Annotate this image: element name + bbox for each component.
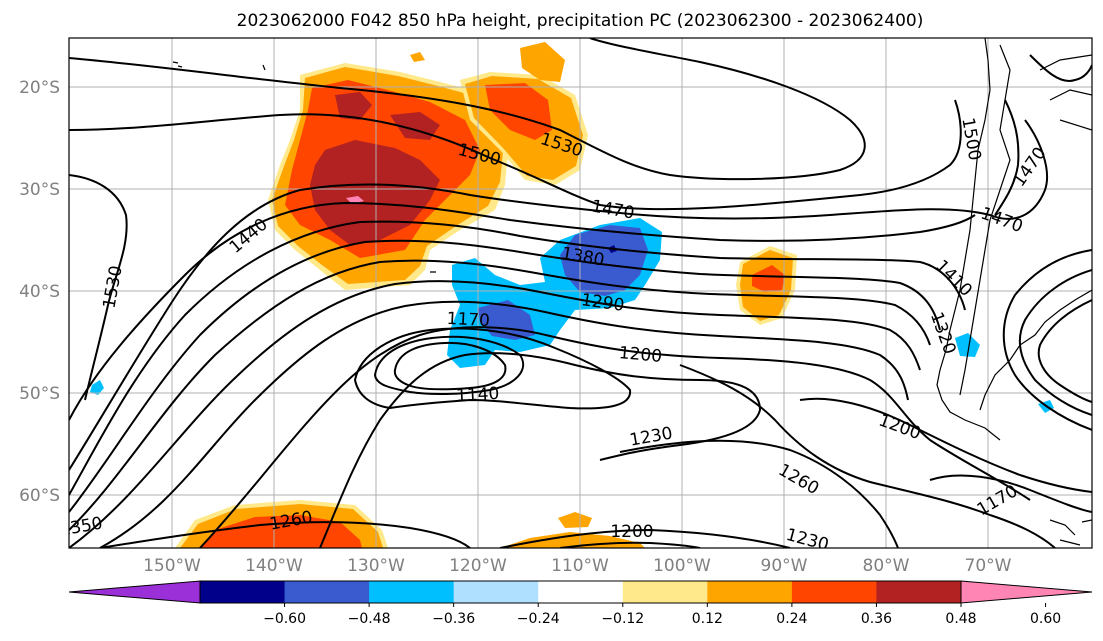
contour-andes-2 — [1029, 54, 1092, 82]
lat-label-50s: 50°S — [19, 384, 60, 404]
contour-1170-ring — [373, 335, 525, 396]
colorbar-segment — [284, 581, 370, 603]
precip-area-ne-top — [520, 42, 565, 82]
lon-label-100w: 100°W — [653, 556, 711, 576]
lon-label-150w: 150°W — [143, 556, 201, 576]
lon-label-140w: 140°W — [245, 556, 303, 576]
precip-area-blue-patagonia — [955, 333, 980, 357]
precip-shading — [90, 42, 1054, 548]
contour-1200-south — [799, 397, 1092, 493]
contour-1500 — [69, 99, 962, 211]
latitude-labels: 20°S 30°S 40°S 50°S 60°S — [19, 78, 60, 506]
precip-area-dark-red-north — [335, 92, 372, 120]
colorbar-segment — [200, 581, 286, 603]
precip-area-90w-red — [752, 265, 785, 292]
colorbar-tick-label: −0.12 — [601, 611, 644, 627]
colorbar-segment — [707, 581, 793, 603]
colorbar-frame — [199, 580, 962, 604]
precip-area-blue-west — [90, 380, 104, 395]
coastline-chile — [936, 38, 1001, 441]
colorbar-segment — [791, 581, 877, 603]
map-frame — [68, 37, 1093, 549]
colorbar-extend-high — [960, 580, 1093, 604]
longitude-labels: 150°W 140°W 130°W 120°W 110°W 100°W 90°W… — [143, 556, 1012, 576]
colorbar-tick-label: 0.36 — [861, 611, 892, 627]
colorbar-segment — [538, 581, 624, 603]
map-title: 2023062000 F042 850 hPa height, precipit… — [237, 11, 924, 31]
contour-1530-north — [69, 38, 866, 181]
precip-area-south-red — [200, 515, 362, 548]
colorbar-extend-low — [68, 580, 201, 604]
colorbar-tick-label: −0.24 — [517, 611, 560, 627]
colorbar-tick-label: 0.60 — [1030, 611, 1061, 627]
lon-label-80w: 80°W — [863, 556, 910, 576]
lon-label-110w: 110°W — [551, 556, 609, 576]
contour-label-1200-south: 1200 — [610, 522, 653, 542]
contour-1320 — [69, 280, 921, 548]
contour-1290 — [99, 300, 909, 548]
lat-label-30s: 30°S — [19, 180, 60, 200]
contour-1410 — [69, 220, 966, 496]
contour-1260-south — [99, 521, 471, 548]
contour-1170-south2 — [559, 541, 701, 548]
colorbar-tick-label: −0.60 — [263, 611, 306, 627]
lon-label-90w: 90°W — [761, 556, 808, 576]
lon-label-130w: 130°W — [347, 556, 405, 576]
border-north — [1039, 54, 1092, 131]
contour-1260-ring — [199, 326, 1031, 548]
contour-1440 — [69, 201, 976, 421]
contour-1200-east — [679, 364, 1056, 548]
colorbar-segment — [876, 581, 962, 603]
colorbar-tick-label: 0.48 — [945, 611, 976, 627]
colorbar-segment — [622, 581, 708, 603]
contour-label-1140: 1140 — [456, 384, 500, 406]
contour-atlantic-2 — [1018, 269, 1092, 416]
contour-1140-ring — [393, 341, 507, 391]
colorbar-tick-label: −0.36 — [432, 611, 475, 627]
precip-area-dark-red — [310, 140, 440, 245]
contour-label-1170: 1170 — [446, 309, 490, 331]
contour-label-1200: 1200 — [618, 343, 663, 367]
precip-area-medium-blue — [560, 225, 648, 296]
contour-1170-east — [929, 474, 1092, 513]
coastline-argentina-east — [979, 289, 1092, 411]
contour-1380 — [69, 239, 941, 513]
colorbar-segment — [369, 581, 455, 603]
contour-1200-south2 — [499, 528, 791, 548]
colorbar-tick-label: 0.24 — [776, 611, 807, 627]
contour-atlantic-1 — [1037, 299, 1092, 403]
contour-1470-andes — [994, 99, 1020, 216]
precip-area-small-orange — [410, 52, 425, 62]
coast-small-west — [172, 61, 436, 273]
contour-1350 — [69, 259, 931, 531]
contour-1470 — [69, 119, 1049, 471]
lat-label-60s: 60°S — [19, 486, 60, 506]
colorbar: −0.60 −0.48 −0.36 −0.24 −0.12 0.12 0.24 0.36 0.4… — [68, 580, 1093, 627]
lat-label-20s: 20°S — [19, 78, 60, 98]
lon-label-70w: 70°W — [965, 556, 1012, 576]
coast-islands-south — [1049, 519, 1092, 546]
contour-1200-ring — [353, 327, 632, 410]
precip-area-ne-red — [485, 83, 552, 140]
contour-1530-west — [69, 174, 128, 401]
colorbar-tick-label: 0.12 — [692, 611, 723, 627]
precip-area-pink — [346, 196, 364, 204]
contour-1230-east — [619, 439, 899, 548]
map-content: 1530 1530 1500 1500 1470 1470 1470 1440 … — [69, 38, 1092, 548]
gridlines — [69, 38, 1092, 548]
lat-label-40s: 40°S — [19, 282, 60, 302]
colorbar-segment — [453, 581, 539, 603]
colorbar-tick-label: −0.48 — [348, 611, 391, 627]
height-contours — [69, 38, 1092, 548]
lon-label-120w: 120°W — [449, 556, 507, 576]
precip-area-south3-orange — [558, 512, 592, 528]
contour-atlantic-3 — [1002, 249, 1092, 431]
